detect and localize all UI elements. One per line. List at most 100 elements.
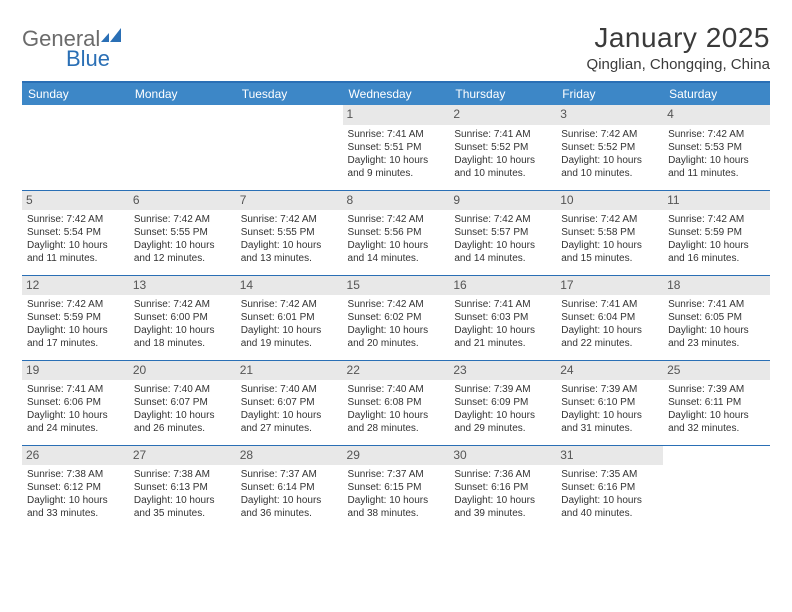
sunset-label: Sunset:: [134, 397, 168, 408]
daylight-line: Daylight: 10 hours and 21 minutes.: [454, 324, 551, 350]
sunset-value: 5:55 PM: [171, 227, 208, 238]
sunset-value: 5:58 PM: [598, 227, 635, 238]
daylight-label: Daylight:: [348, 495, 387, 506]
calendar-day-cell: 17Sunrise: 7:41 AMSunset: 6:04 PMDayligh…: [556, 275, 663, 360]
sunset-value: 6:08 PM: [384, 397, 421, 408]
sunrise-value: 7:42 AM: [66, 299, 103, 310]
daylight-line: Daylight: 10 hours and 38 minutes.: [348, 494, 445, 520]
daylight-label: Daylight:: [348, 155, 387, 166]
sunrise-value: 7:39 AM: [708, 384, 745, 395]
daylight-label: Daylight:: [561, 325, 600, 336]
calendar-day-cell: 3Sunrise: 7:42 AMSunset: 5:52 PMDaylight…: [556, 105, 663, 190]
sunrise-label: Sunrise:: [348, 214, 385, 225]
daylight-label: Daylight:: [348, 325, 387, 336]
sunset-line: Sunset: 5:55 PM: [241, 226, 338, 239]
day-number: 5: [22, 191, 129, 211]
calendar-week-row: 5Sunrise: 7:42 AMSunset: 5:54 PMDaylight…: [22, 190, 770, 275]
weekday-header: Tuesday: [236, 82, 343, 105]
sunrise-label: Sunrise:: [454, 214, 491, 225]
sunrise-line: Sunrise: 7:40 AM: [348, 383, 445, 396]
sunset-line: Sunset: 6:15 PM: [348, 481, 445, 494]
calendar-day-cell: 24Sunrise: 7:39 AMSunset: 6:10 PMDayligh…: [556, 360, 663, 445]
day-number: 31: [556, 446, 663, 466]
sunset-line: Sunset: 6:11 PM: [668, 396, 765, 409]
sunrise-value: 7:42 AM: [494, 214, 531, 225]
daylight-label: Daylight:: [668, 410, 707, 421]
day-number: 1: [343, 105, 450, 125]
sunrise-value: 7:38 AM: [173, 469, 210, 480]
sunrise-label: Sunrise:: [348, 469, 385, 480]
daylight-label: Daylight:: [27, 240, 66, 251]
sunrise-line: Sunrise: 7:42 AM: [134, 298, 231, 311]
daylight-line: Daylight: 10 hours and 12 minutes.: [134, 239, 231, 265]
sunrise-value: 7:42 AM: [173, 299, 210, 310]
daylight-line: Daylight: 10 hours and 10 minutes.: [561, 154, 658, 180]
daylight-line: Daylight: 10 hours and 13 minutes.: [241, 239, 338, 265]
sunrise-label: Sunrise:: [27, 469, 64, 480]
daylight-line: Daylight: 10 hours and 16 minutes.: [668, 239, 765, 265]
day-number: 25: [663, 361, 770, 381]
weekday-header: Wednesday: [343, 82, 450, 105]
calendar-day-cell: 20Sunrise: 7:40 AMSunset: 6:07 PMDayligh…: [129, 360, 236, 445]
day-number: 8: [343, 191, 450, 211]
calendar-day-cell: 30Sunrise: 7:36 AMSunset: 6:16 PMDayligh…: [449, 445, 556, 530]
sunset-line: Sunset: 6:06 PM: [27, 396, 124, 409]
sunset-label: Sunset:: [561, 312, 595, 323]
daylight-line: Daylight: 10 hours and 40 minutes.: [561, 494, 658, 520]
sunrise-line: Sunrise: 7:39 AM: [668, 383, 765, 396]
day-number: 4: [663, 105, 770, 125]
daylight-label: Daylight:: [241, 240, 280, 251]
sunset-value: 6:14 PM: [277, 482, 314, 493]
sunset-label: Sunset:: [454, 482, 488, 493]
sunset-label: Sunset:: [454, 397, 488, 408]
calendar-day-cell: 22Sunrise: 7:40 AMSunset: 6:08 PMDayligh…: [343, 360, 450, 445]
day-number: 27: [129, 446, 236, 466]
calendar-day-cell: 31Sunrise: 7:35 AMSunset: 6:16 PMDayligh…: [556, 445, 663, 530]
sunrise-line: Sunrise: 7:41 AM: [561, 298, 658, 311]
day-number: 3: [556, 105, 663, 125]
day-number: 19: [22, 361, 129, 381]
calendar-empty-cell: [236, 105, 343, 190]
daylight-line: Daylight: 10 hours and 39 minutes.: [454, 494, 551, 520]
daylight-line: Daylight: 10 hours and 23 minutes.: [668, 324, 765, 350]
daylight-label: Daylight:: [561, 410, 600, 421]
sunrise-line: Sunrise: 7:42 AM: [27, 213, 124, 226]
sunset-label: Sunset:: [27, 397, 61, 408]
sunrise-label: Sunrise:: [348, 129, 385, 140]
sunrise-line: Sunrise: 7:36 AM: [454, 468, 551, 481]
calendar-day-cell: 5Sunrise: 7:42 AMSunset: 5:54 PMDaylight…: [22, 190, 129, 275]
sunset-line: Sunset: 6:00 PM: [134, 311, 231, 324]
sunrise-value: 7:41 AM: [494, 299, 531, 310]
brand-blue: Blue: [66, 46, 110, 71]
sunrise-value: 7:41 AM: [66, 384, 103, 395]
daylight-line: Daylight: 10 hours and 20 minutes.: [348, 324, 445, 350]
brand-logo: GeneralBlue: [22, 22, 123, 72]
daylight-line: Daylight: 10 hours and 10 minutes.: [454, 154, 551, 180]
sunset-line: Sunset: 6:02 PM: [348, 311, 445, 324]
sunset-label: Sunset:: [561, 397, 595, 408]
weekday-header: Saturday: [663, 82, 770, 105]
sunrise-label: Sunrise:: [454, 129, 491, 140]
daylight-label: Daylight:: [27, 495, 66, 506]
sunrise-value: 7:42 AM: [173, 214, 210, 225]
sunrise-label: Sunrise:: [668, 129, 705, 140]
sunrise-label: Sunrise:: [454, 384, 491, 395]
calendar-day-cell: 11Sunrise: 7:42 AMSunset: 5:59 PMDayligh…: [663, 190, 770, 275]
sunset-line: Sunset: 6:10 PM: [561, 396, 658, 409]
daylight-label: Daylight:: [668, 155, 707, 166]
sunrise-value: 7:42 AM: [601, 214, 638, 225]
calendar-table: SundayMondayTuesdayWednesdayThursdayFrid…: [22, 81, 770, 530]
sunset-label: Sunset:: [27, 227, 61, 238]
daylight-label: Daylight:: [454, 495, 493, 506]
sunrise-label: Sunrise:: [27, 384, 64, 395]
calendar-empty-cell: [663, 445, 770, 530]
sunset-label: Sunset:: [561, 142, 595, 153]
day-number: 20: [129, 361, 236, 381]
day-number: 29: [343, 446, 450, 466]
day-number: 2: [449, 105, 556, 125]
sunset-label: Sunset:: [348, 397, 382, 408]
sunrise-line: Sunrise: 7:42 AM: [454, 213, 551, 226]
sunset-value: 5:57 PM: [491, 227, 528, 238]
sunrise-line: Sunrise: 7:42 AM: [561, 213, 658, 226]
day-number: 26: [22, 446, 129, 466]
